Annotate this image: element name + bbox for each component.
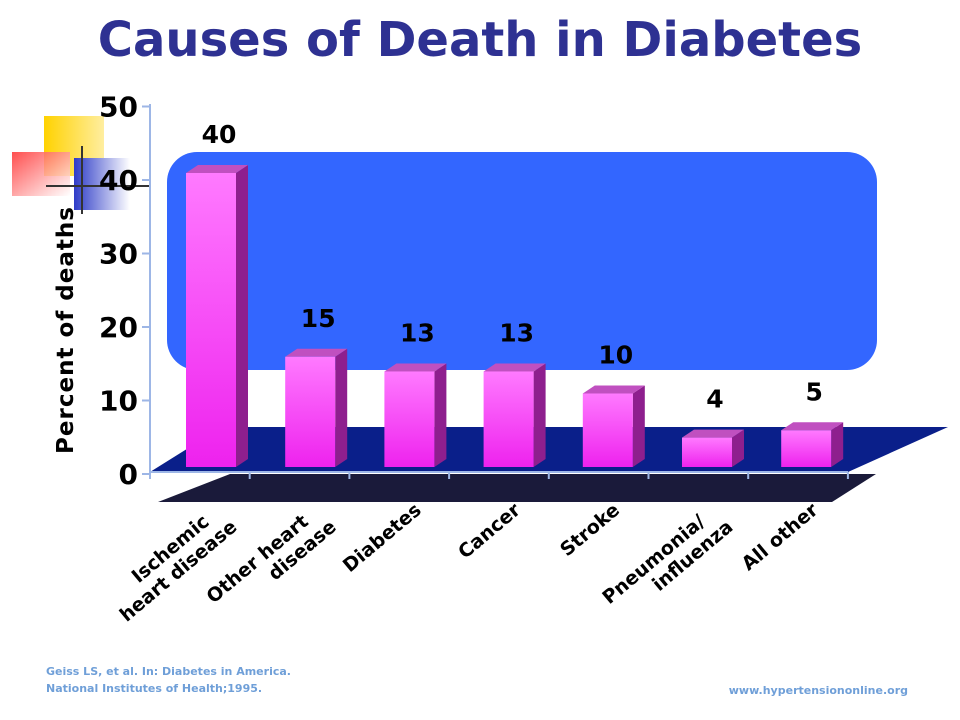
bar-value-label: 4 bbox=[706, 385, 723, 414]
bar bbox=[682, 437, 732, 467]
bar-top bbox=[285, 348, 348, 357]
category-label-line: Cancer bbox=[454, 499, 525, 564]
y-tick-label: 20 bbox=[99, 311, 138, 344]
bar-value-labels: 40 15 13 13 10 4 5 bbox=[202, 120, 823, 414]
red-square bbox=[12, 152, 70, 196]
bar bbox=[483, 371, 534, 467]
backdrop-panel bbox=[167, 152, 877, 370]
bar-side bbox=[236, 165, 248, 467]
citation-line-1: Geiss LS, et al. In: Diabetes in America… bbox=[46, 665, 291, 678]
bar-side bbox=[335, 348, 348, 467]
decorative-squares bbox=[12, 116, 150, 214]
chart-floor bbox=[150, 427, 948, 472]
y-ticks: 0 10 20 30 40 50 bbox=[99, 91, 150, 491]
y-tick-label: 40 bbox=[99, 164, 138, 197]
x-ticks bbox=[149, 472, 849, 479]
bar-top bbox=[682, 429, 744, 438]
bar-side bbox=[732, 429, 744, 467]
bar-value-label: 13 bbox=[499, 318, 534, 347]
bar-value-label: 5 bbox=[805, 377, 822, 406]
bar-side bbox=[632, 385, 645, 467]
bar-top bbox=[582, 385, 645, 394]
bar-side bbox=[434, 363, 447, 467]
bar bbox=[781, 430, 832, 467]
bar-top bbox=[384, 363, 447, 372]
citation-line-2: National Institutes of Health;1995. bbox=[46, 682, 263, 695]
bar bbox=[384, 371, 435, 467]
category-label: Other heartdisease bbox=[202, 499, 340, 625]
bar bbox=[582, 393, 633, 467]
bar bbox=[186, 173, 236, 467]
bar-side bbox=[533, 363, 546, 467]
chart-floor-shadow bbox=[158, 474, 876, 502]
bar-top bbox=[483, 363, 546, 372]
category-label-line: All other bbox=[738, 499, 823, 576]
bar-value-label: 10 bbox=[598, 341, 633, 370]
y-tick-label: 0 bbox=[119, 458, 138, 491]
bar-value-label: 15 bbox=[301, 304, 336, 333]
bar-value-label: 40 bbox=[202, 120, 237, 149]
y-tick-label: 30 bbox=[99, 238, 138, 271]
category-label-line: Stroke bbox=[556, 499, 624, 561]
bar-value-label: 13 bbox=[400, 318, 435, 347]
y-tick-label: 10 bbox=[99, 385, 138, 418]
chart-title: Causes of Death in Diabetes bbox=[97, 12, 863, 68]
bar-top bbox=[186, 165, 248, 173]
category-label: Stroke bbox=[556, 499, 624, 561]
category-label: Cancer bbox=[454, 499, 525, 564]
category-label: All other bbox=[738, 499, 823, 576]
category-label-line: Diabetes bbox=[339, 499, 426, 577]
bar-side bbox=[831, 422, 844, 467]
bars bbox=[186, 165, 844, 467]
citation: Geiss LS, et al. In: Diabetes in America… bbox=[46, 663, 291, 697]
y-axis-title: Percent of deaths bbox=[53, 206, 79, 454]
y-tick-label: 50 bbox=[99, 91, 138, 124]
category-label: Diabetes bbox=[339, 499, 426, 577]
bar bbox=[285, 356, 336, 467]
bar-top bbox=[781, 422, 844, 431]
blue-square bbox=[74, 158, 130, 210]
category-label: Ischemicheart disease bbox=[102, 499, 242, 626]
website-link[interactable]: www.hypertensiononline.org bbox=[728, 684, 908, 697]
